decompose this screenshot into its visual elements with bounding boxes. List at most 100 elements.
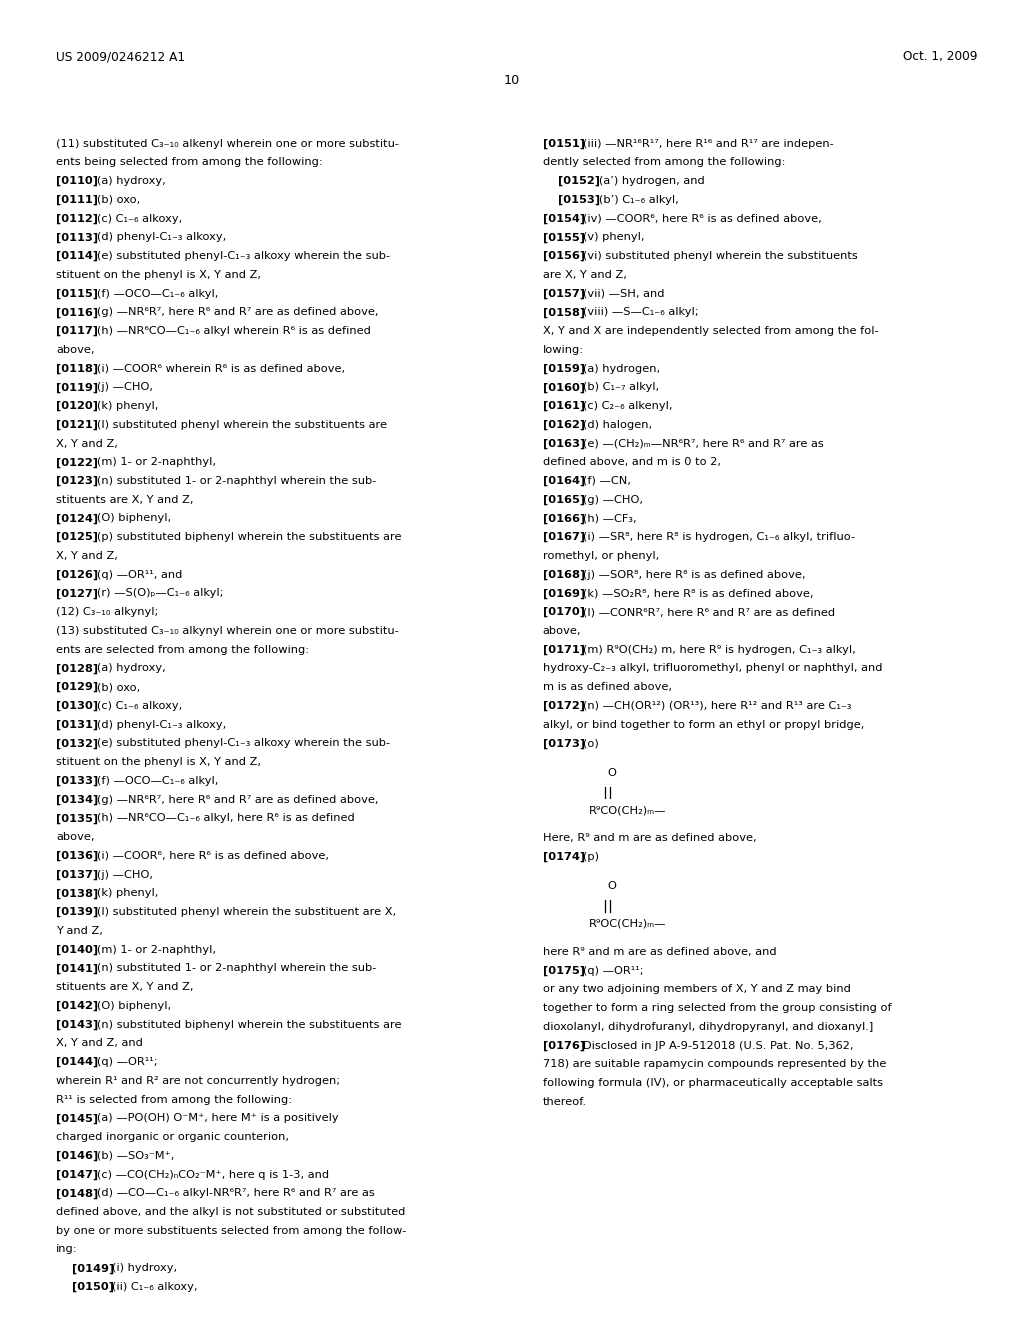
Text: alkyl, or bind together to form an ethyl or propyl bridge,: alkyl, or bind together to form an ethyl… <box>543 719 864 730</box>
Text: [0149]: [0149] <box>72 1263 114 1274</box>
Text: [0159]: [0159] <box>543 363 585 374</box>
Text: X, Y and Z, and: X, Y and Z, and <box>56 1039 143 1048</box>
Text: (h) —NR⁶CO—C₁₋₆ alkyl wherein R⁶ is as defined: (h) —NR⁶CO—C₁₋₆ alkyl wherein R⁶ is as d… <box>86 326 371 337</box>
Text: ing:: ing: <box>56 1245 78 1254</box>
Text: (o): (o) <box>572 738 599 748</box>
Text: here R⁹ and m are as defined above, and: here R⁹ and m are as defined above, and <box>543 946 776 957</box>
Text: together to form a ring selected from the group consisting of: together to form a ring selected from th… <box>543 1003 891 1014</box>
Text: stituent on the phenyl is X, Y and Z,: stituent on the phenyl is X, Y and Z, <box>56 758 261 767</box>
Text: [0144]: [0144] <box>56 1057 98 1068</box>
Text: [0122]: [0122] <box>56 457 98 467</box>
Text: [0152]: [0152] <box>558 176 600 186</box>
Text: [0153]: [0153] <box>558 195 600 205</box>
Text: [0171]: [0171] <box>543 644 585 655</box>
Text: [0117]: [0117] <box>56 326 98 337</box>
Text: (b) oxo,: (b) oxo, <box>86 195 140 205</box>
Text: X, Y and Z,: X, Y and Z, <box>56 438 118 449</box>
Text: [0165]: [0165] <box>543 495 585 506</box>
Text: [0126]: [0126] <box>56 570 98 579</box>
Text: (i) —SR⁸, here R⁸ is hydrogen, C₁₋₆ alkyl, trifluo-: (i) —SR⁸, here R⁸ is hydrogen, C₁₋₆ alky… <box>572 532 856 543</box>
Text: above,: above, <box>56 345 95 355</box>
Text: [0166]: [0166] <box>543 513 585 524</box>
Text: [0134]: [0134] <box>56 795 98 805</box>
Text: charged inorganic or organic counterion,: charged inorganic or organic counterion, <box>56 1133 290 1142</box>
Text: [0176]: [0176] <box>543 1040 585 1051</box>
Text: (11) substituted C₃₋₁₀ alkenyl wherein one or more substitu-: (11) substituted C₃₋₁₀ alkenyl wherein o… <box>56 139 399 149</box>
Text: (c) —CO(CH₂)ₙCO₂⁻M⁺, here q is 1-3, and: (c) —CO(CH₂)ₙCO₂⁻M⁺, here q is 1-3, and <box>86 1170 329 1180</box>
Text: [0161]: [0161] <box>543 401 585 412</box>
Text: [0111]: [0111] <box>56 195 98 205</box>
Text: (12) C₃₋₁₀ alkynyl;: (12) C₃₋₁₀ alkynyl; <box>56 607 159 618</box>
Text: [0130]: [0130] <box>56 701 98 711</box>
Text: (b’) C₁₋₆ alkyl,: (b’) C₁₋₆ alkyl, <box>588 195 679 205</box>
Text: [0125]: [0125] <box>56 532 98 543</box>
Text: [0160]: [0160] <box>543 383 585 392</box>
Text: [0119]: [0119] <box>56 383 98 392</box>
Text: [0150]: [0150] <box>72 1282 114 1292</box>
Text: romethyl, or phenyl,: romethyl, or phenyl, <box>543 550 659 561</box>
Text: (c) C₁₋₆ alkoxy,: (c) C₁₋₆ alkoxy, <box>86 214 182 223</box>
Text: (vii) —SH, and: (vii) —SH, and <box>572 289 665 298</box>
Text: (m) 1- or 2-naphthyl,: (m) 1- or 2-naphthyl, <box>86 457 216 467</box>
Text: [0136]: [0136] <box>56 851 98 861</box>
Text: (e) substituted phenyl-C₁₋₃ alkoxy wherein the sub-: (e) substituted phenyl-C₁₋₃ alkoxy where… <box>86 738 390 748</box>
Text: [0175]: [0175] <box>543 966 585 975</box>
Text: ents are selected from among the following:: ents are selected from among the followi… <box>56 644 309 655</box>
Text: (b) C₁₋₇ alkyl,: (b) C₁₋₇ alkyl, <box>572 383 659 392</box>
Text: 718) are suitable rapamycin compounds represented by the: 718) are suitable rapamycin compounds re… <box>543 1060 886 1069</box>
Text: [0131]: [0131] <box>56 719 98 730</box>
Text: [0172]: [0172] <box>543 701 585 711</box>
Text: by one or more substituents selected from among the follow-: by one or more substituents selected fro… <box>56 1226 407 1236</box>
Text: (iv) —COOR⁶, here R⁶ is as defined above,: (iv) —COOR⁶, here R⁶ is as defined above… <box>572 214 822 223</box>
Text: (a’) hydrogen, and: (a’) hydrogen, and <box>588 176 705 186</box>
Text: [0158]: [0158] <box>543 308 585 318</box>
Text: (a) —PO(OH) O⁻M⁺, here M⁺ is a positively: (a) —PO(OH) O⁻M⁺, here M⁺ is a positivel… <box>86 1113 339 1123</box>
Text: dently selected from among the following:: dently selected from among the following… <box>543 157 785 168</box>
Text: m is as defined above,: m is as defined above, <box>543 682 672 692</box>
Text: Y and Z,: Y and Z, <box>56 925 103 936</box>
Text: (d) phenyl-C₁₋₃ alkoxy,: (d) phenyl-C₁₋₃ alkoxy, <box>86 719 226 730</box>
Text: (f) —OCO—C₁₋₆ alkyl,: (f) —OCO—C₁₋₆ alkyl, <box>86 289 218 298</box>
Text: [0139]: [0139] <box>56 907 98 917</box>
Text: [0156]: [0156] <box>543 251 585 261</box>
Text: wherein R¹ and R² are not concurrently hydrogen;: wherein R¹ and R² are not concurrently h… <box>56 1076 340 1086</box>
Text: [0148]: [0148] <box>56 1188 98 1199</box>
Text: [0129]: [0129] <box>56 682 98 693</box>
Text: [0118]: [0118] <box>56 363 98 374</box>
Text: (n) —CH(OR¹²) (OR¹³), here R¹² and R¹³ are C₁₋₃: (n) —CH(OR¹²) (OR¹³), here R¹² and R¹³ a… <box>572 701 852 711</box>
Text: [0137]: [0137] <box>56 870 98 880</box>
Text: R⁹OC(CH₂)ₘ—: R⁹OC(CH₂)ₘ— <box>589 919 667 929</box>
Text: [0157]: [0157] <box>543 289 585 298</box>
Text: (j) —CHO,: (j) —CHO, <box>86 383 153 392</box>
Text: [0115]: [0115] <box>56 289 98 298</box>
Text: [0138]: [0138] <box>56 888 98 899</box>
Text: [0132]: [0132] <box>56 738 98 748</box>
Text: [0133]: [0133] <box>56 776 98 787</box>
Text: (p): (p) <box>572 851 599 862</box>
Text: [0141]: [0141] <box>56 964 98 974</box>
Text: [0146]: [0146] <box>56 1151 98 1162</box>
Text: O: O <box>607 768 616 777</box>
Text: [0140]: [0140] <box>56 945 98 954</box>
Text: ents being selected from among the following:: ents being selected from among the follo… <box>56 157 323 168</box>
Text: (O) biphenyl,: (O) biphenyl, <box>86 513 171 524</box>
Text: (a) hydrogen,: (a) hydrogen, <box>572 363 660 374</box>
Text: stituent on the phenyl is X, Y and Z,: stituent on the phenyl is X, Y and Z, <box>56 269 261 280</box>
Text: R¹¹ is selected from among the following:: R¹¹ is selected from among the following… <box>56 1094 293 1105</box>
Text: (O) biphenyl,: (O) biphenyl, <box>86 1001 171 1011</box>
Text: [0162]: [0162] <box>543 420 585 430</box>
Text: (m) 1- or 2-naphthyl,: (m) 1- or 2-naphthyl, <box>86 945 216 954</box>
Text: (f) —CN,: (f) —CN, <box>572 477 632 486</box>
Text: (c) C₁₋₆ alkoxy,: (c) C₁₋₆ alkoxy, <box>86 701 182 711</box>
Text: [0113]: [0113] <box>56 232 98 243</box>
Text: (vi) substituted phenyl wherein the substituents: (vi) substituted phenyl wherein the subs… <box>572 251 858 261</box>
Text: [0112]: [0112] <box>56 214 98 224</box>
Text: dioxolanyl, dihydrofuranyl, dihydropyranyl, and dioxanyl.]: dioxolanyl, dihydrofuranyl, dihydropyran… <box>543 1022 873 1032</box>
Text: [0128]: [0128] <box>56 664 98 673</box>
Text: X, Y and Z,: X, Y and Z, <box>56 550 118 561</box>
Text: [0164]: [0164] <box>543 477 585 486</box>
Text: [0170]: [0170] <box>543 607 585 618</box>
Text: (h) —CF₃,: (h) —CF₃, <box>572 513 637 524</box>
Text: (g) —NR⁶R⁷, here R⁶ and R⁷ are as defined above,: (g) —NR⁶R⁷, here R⁶ and R⁷ are as define… <box>86 795 379 805</box>
Text: (b) —SO₃⁻M⁺,: (b) —SO₃⁻M⁺, <box>86 1151 174 1160</box>
